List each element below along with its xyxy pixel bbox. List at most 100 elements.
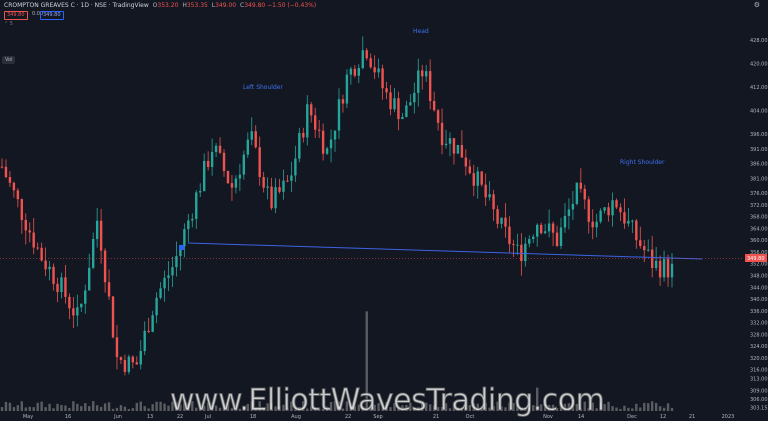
settings-gear-icon[interactable]: ⚙ xyxy=(753,1,760,9)
candle-body xyxy=(373,67,376,73)
candle-body xyxy=(472,173,475,186)
price-tick: 348.00 xyxy=(750,274,768,280)
candle-body xyxy=(619,207,622,213)
candle-body xyxy=(579,182,583,189)
candle-body xyxy=(0,166,4,168)
volume-bar xyxy=(575,403,579,411)
sell-button[interactable]: 349.80 xyxy=(4,11,28,20)
volume-bar xyxy=(171,401,174,411)
indicator-toggle[interactable]: ⌃ 5 xyxy=(4,21,13,27)
volume-bar xyxy=(250,401,253,411)
volume-bar xyxy=(432,405,436,411)
volume-bar xyxy=(551,404,555,411)
volume-bar xyxy=(528,407,531,411)
price-tick: 309.00 xyxy=(750,388,768,394)
symbol-header: CROMPTON GREAVES C · 1D · NSE · TradingV… xyxy=(4,2,316,10)
volume-bar xyxy=(670,407,674,411)
candle-body xyxy=(32,232,35,248)
candle-body xyxy=(488,194,491,198)
candle-body xyxy=(84,290,87,304)
volume-bar xyxy=(298,407,301,411)
volume-bar xyxy=(547,404,551,411)
time-tick: 22 xyxy=(345,414,351,420)
price-tick: 372.00 xyxy=(750,203,768,209)
candle-body xyxy=(365,50,368,59)
candle-body xyxy=(627,220,630,224)
volume-bar xyxy=(623,405,626,411)
volume-bar xyxy=(210,405,214,411)
candle-body xyxy=(80,303,83,308)
volume-bar xyxy=(567,403,571,411)
candle-body xyxy=(571,203,575,210)
candle-body xyxy=(48,266,51,270)
annotation-head: Head xyxy=(413,28,429,35)
price-tick: 332.00 xyxy=(750,321,768,327)
time-tick: 2023 xyxy=(722,414,735,420)
neckline-anchor[interactable] xyxy=(179,245,184,250)
candle-body xyxy=(452,138,456,154)
volume-bar xyxy=(555,408,559,411)
volume-bar xyxy=(361,406,364,411)
candle-body xyxy=(16,190,20,200)
candle-body xyxy=(468,166,472,174)
volume-bar xyxy=(218,407,222,411)
volume-bar xyxy=(195,407,198,411)
candle-body xyxy=(555,232,559,247)
candle-body xyxy=(662,259,666,278)
open-label: O xyxy=(152,2,158,9)
candle-body xyxy=(317,129,321,131)
price-axis[interactable]: 428.00 420.00 412.00 404.00 396.00 391.00 386.… xyxy=(750,38,768,412)
candle-body xyxy=(298,132,301,159)
volume-bar xyxy=(4,401,8,411)
candle-body xyxy=(635,220,638,241)
candle-body xyxy=(163,277,166,289)
annotation-left-shoulder: Left Shoulder xyxy=(243,84,283,91)
candle-body xyxy=(666,259,670,278)
volume-bar xyxy=(258,401,261,411)
price-tick: 368.00 xyxy=(750,215,768,221)
volume-bar xyxy=(639,407,642,411)
symbol-title[interactable]: CROMPTON GREAVES C · 1D · NSE · TradingV… xyxy=(4,2,149,9)
volume-bar xyxy=(159,401,162,411)
volume-bar xyxy=(147,408,150,411)
volume-bar xyxy=(397,408,400,411)
volume-bar xyxy=(341,408,345,411)
volume-bar xyxy=(658,406,662,411)
candle-body xyxy=(313,115,317,130)
volume-bar xyxy=(80,406,83,411)
volume-bar xyxy=(448,408,452,411)
time-tick: Aug xyxy=(291,414,301,420)
volume-bar xyxy=(405,405,408,411)
buy-button[interactable]: 349.80 xyxy=(40,11,64,20)
time-tick: 16 xyxy=(65,414,71,420)
volume-bar xyxy=(290,401,293,411)
candle-body xyxy=(12,182,16,191)
candle-body xyxy=(88,267,91,291)
volume-bar xyxy=(377,403,380,411)
last-price-tag-text: 349.80 xyxy=(747,256,765,262)
volume-bar xyxy=(421,403,424,411)
candle-body xyxy=(258,147,261,178)
candle-body xyxy=(547,223,551,232)
candle-body xyxy=(369,58,372,68)
candle-body xyxy=(480,171,483,185)
candle-body xyxy=(246,139,249,155)
time-axis[interactable]: May 16 Jun 13 22 Jul 18 Aug 22 Sep 21 Oct Nov 14 Dec 12… xyxy=(23,414,735,420)
time-tick: 14 xyxy=(578,414,584,420)
candle-body xyxy=(191,218,194,221)
candle-body xyxy=(583,188,586,200)
price-tick: 428.00 xyxy=(750,38,768,44)
close-value: 349.80 xyxy=(244,2,266,9)
candle-body xyxy=(377,68,380,73)
candle-body xyxy=(349,68,353,75)
candle-body xyxy=(91,239,95,268)
candle-body xyxy=(254,131,257,148)
volume-bar xyxy=(123,406,127,411)
candle-body xyxy=(587,199,590,222)
volume-bar xyxy=(369,405,372,411)
candle-body xyxy=(381,68,384,89)
candle-body xyxy=(559,227,563,247)
open-value: 353.20 xyxy=(157,2,179,9)
volume-legend[interactable]: Vol xyxy=(2,56,16,64)
